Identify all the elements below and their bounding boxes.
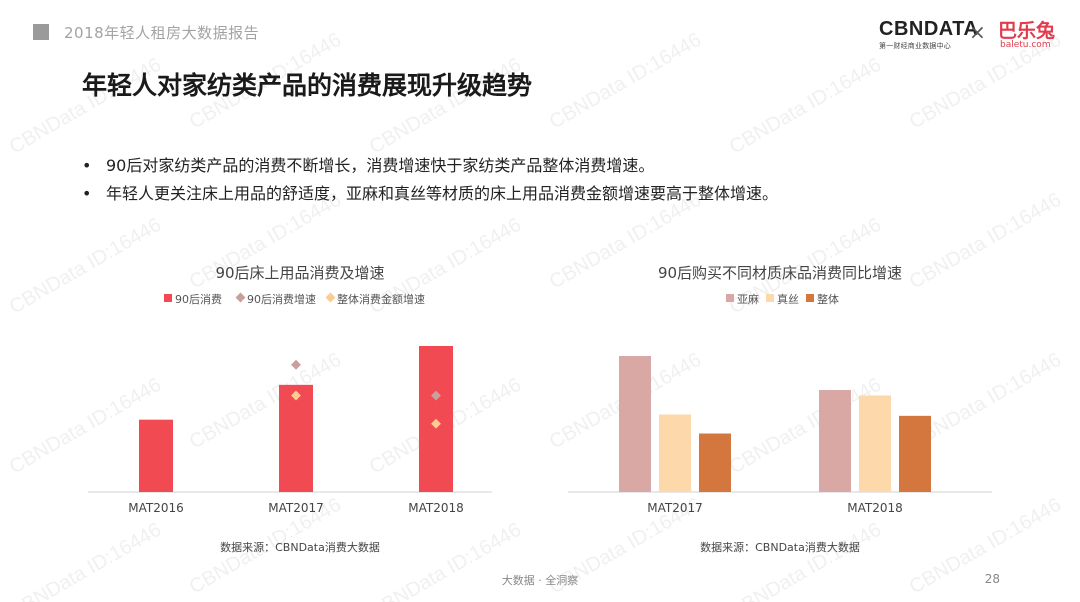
legend-marker: [164, 294, 172, 302]
page-number: 28: [984, 572, 1000, 586]
bar: [699, 433, 731, 492]
cbndata-logo: CBNDATA: [879, 18, 979, 40]
legend-label: 亚麻: [737, 292, 759, 306]
marker-point: [431, 390, 441, 401]
footer-tagline: 大数据 · 全洞察: [501, 574, 579, 587]
x-tick-label: MAT2018: [408, 501, 464, 515]
bar: [659, 414, 691, 492]
bullet-item: 90后对家纺类产品的消费不断增长，消费增速快于家纺类产品整体消费增速。: [82, 152, 778, 180]
marker-point: [431, 418, 441, 429]
chart-title: 90后床上用品消费及增速: [215, 264, 384, 282]
bar: [859, 395, 891, 492]
bar: [619, 356, 651, 492]
report-title: 2018年轻人租房大数据报告: [64, 24, 260, 42]
x-tick-label: MAT2017: [647, 501, 703, 515]
legend-marker: [726, 294, 734, 302]
legend-marker: [235, 292, 246, 303]
bar: [819, 390, 851, 492]
legend-label: 整体: [817, 292, 839, 306]
chart-source: 数据来源：CBNData消费大数据: [220, 540, 380, 554]
header-square-icon: [33, 24, 49, 40]
page-title: 年轻人对家纺类产品的消费展现升级趋势: [82, 71, 533, 100]
legend-label: 90后消费: [175, 292, 222, 306]
legend-marker: [806, 294, 814, 302]
x-tick-label: MAT2017: [268, 501, 324, 515]
legend-marker: [766, 294, 774, 302]
baletu-logo-domain: baletu.com: [1000, 40, 1051, 50]
bar: [139, 419, 173, 492]
marker-point: [291, 390, 301, 401]
bar: [899, 415, 931, 492]
logo-separator: ×: [969, 20, 986, 44]
legend-marker: [325, 292, 336, 303]
cbndata-logo-subtitle: 第一财经商业数据中心: [879, 42, 951, 50]
legend-label: 真丝: [777, 292, 799, 306]
chart-source: 数据来源：CBNData消费大数据: [700, 540, 860, 554]
legend-label: 整体消费金额增速: [337, 292, 425, 306]
legend-label: 90后消费增速: [247, 292, 316, 306]
x-tick-label: MAT2016: [128, 501, 184, 515]
baletu-logo: 巴乐兔: [998, 20, 1056, 42]
x-tick-label: MAT2018: [847, 501, 903, 515]
bullet-item: 年轻人更关注床上用品的舒适度，亚麻和真丝等材质的床上用品消费金额增速要高于整体增…: [82, 180, 778, 208]
marker-point: [291, 359, 301, 370]
bullet-list: 90后对家纺类产品的消费不断增长，消费增速快于家纺类产品整体消费增速。 年轻人更…: [82, 152, 778, 208]
bar: [279, 384, 313, 492]
chart-title: 90后购买不同材质床品消费同比增速: [658, 264, 902, 282]
